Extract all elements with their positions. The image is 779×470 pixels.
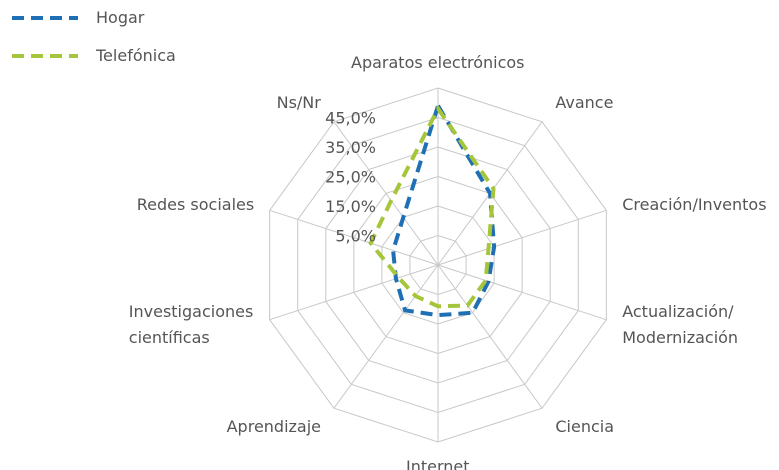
spoke: [437, 209, 607, 266]
y-tick-label: 25,0%: [325, 168, 376, 187]
spoke: [437, 264, 607, 321]
spoke: [333, 264, 439, 409]
category-label: Creación/Inventos: [622, 195, 767, 215]
category-label: Ciencia: [555, 416, 615, 436]
category-label: Avance: [555, 93, 614, 113]
legend-label: Hogar: [96, 8, 145, 27]
category-label: Actualización/ Modernización: [622, 301, 739, 347]
spoke: [437, 264, 543, 409]
category-label: Redes sociales: [136, 195, 255, 215]
series-line: [368, 104, 496, 309]
category-label: Aprendizaje: [226, 416, 322, 436]
legend-label: Telefónica: [96, 46, 176, 65]
category-label: Internet: [406, 457, 470, 470]
category-label: Investigaciones científicas: [128, 301, 254, 347]
category-label: Ns/Nr: [276, 93, 321, 113]
y-tick-label: 45,0%: [325, 109, 376, 128]
y-tick-label: 35,0%: [325, 138, 376, 157]
spoke: [333, 121, 439, 266]
y-tick-label: 5,0%: [335, 227, 376, 246]
spoke: [269, 264, 439, 321]
spoke: [269, 209, 439, 266]
y-tick-label: 15,0%: [325, 197, 376, 216]
series-line: [391, 100, 497, 318]
category-label: Aparatos electrónicos: [351, 53, 525, 72]
